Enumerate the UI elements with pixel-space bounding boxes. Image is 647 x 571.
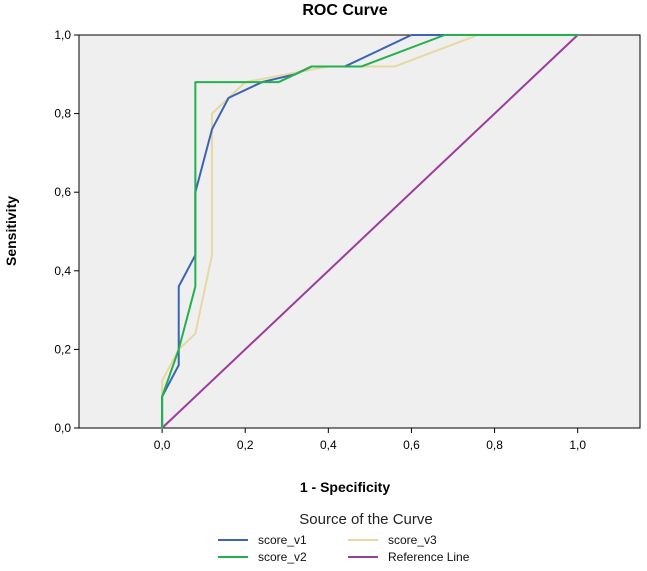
x-axis-label: 1 - Specificity — [300, 479, 390, 495]
legend-label-score_v1: score_v1 — [258, 533, 307, 547]
legend: score_v1 score_v3 score_v2 Reference Line — [218, 533, 470, 564]
chart-title: ROC Curve — [302, 2, 387, 19]
plot-area — [78, 34, 641, 429]
y-axis-ticks: 0,0 0,2 0,4 0,6 0,8 1,0 — [54, 28, 79, 435]
series-line-score_v3 — [161, 34, 579, 429]
x-tick-label: 0,2 — [237, 438, 254, 452]
series-line-reference-line — [161, 34, 579, 429]
y-tick-label: 1,0 — [54, 28, 71, 42]
series-line-score_v2 — [161, 34, 579, 429]
y-tick-label: 0,2 — [54, 342, 71, 356]
x-tick-label: 1,0 — [569, 438, 586, 452]
series-lines — [161, 34, 579, 429]
legend-label-reference-line: Reference Line — [388, 550, 470, 564]
legend-label-score_v2: score_v2 — [258, 550, 307, 564]
x-tick-label: 0,0 — [154, 438, 171, 452]
y-tick-label: 0,8 — [54, 107, 71, 121]
y-tick-label: 0,0 — [54, 421, 71, 435]
series-line-score_v1 — [161, 34, 579, 429]
x-tick-label: 0,8 — [486, 438, 503, 452]
legend-title: Source of the Curve — [299, 511, 432, 528]
y-tick-label: 0,4 — [54, 264, 71, 278]
y-axis-label: Sensitivity — [3, 196, 19, 266]
x-axis-ticks: 0,0 0,2 0,4 0,6 0,8 1,0 — [154, 428, 586, 452]
x-tick-label: 0,6 — [403, 438, 420, 452]
y-tick-label: 0,6 — [54, 185, 71, 199]
legend-label-score_v3: score_v3 — [388, 533, 437, 547]
x-tick-label: 0,4 — [320, 438, 337, 452]
